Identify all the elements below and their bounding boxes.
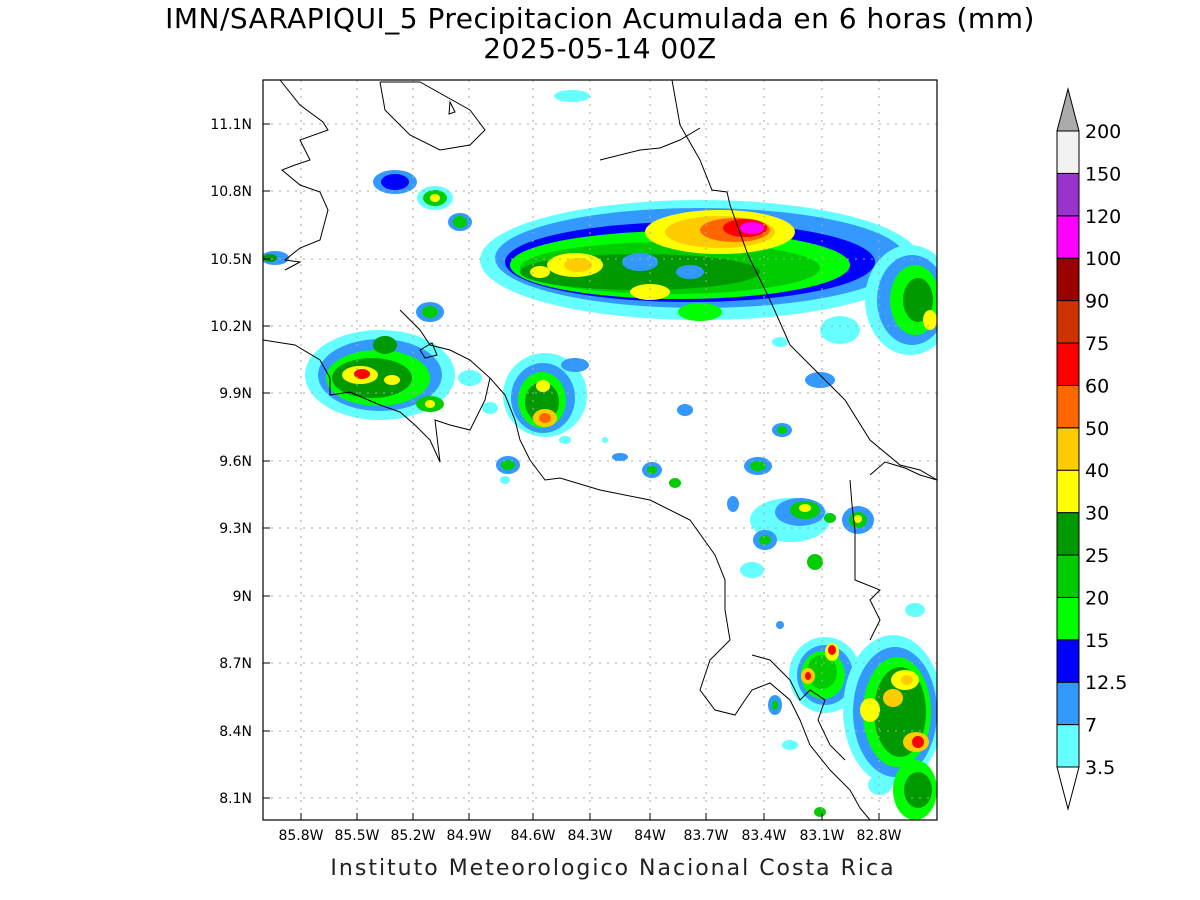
legend-label: 15: [1085, 630, 1109, 652]
legend-label: 40: [1085, 460, 1109, 482]
legend-arrow-high: [1056, 87, 1080, 132]
precip-cluster-central: [482, 353, 589, 484]
axis-ticks: [263, 123, 880, 820]
coastline-panama: [869, 461, 937, 481]
legend-swatch: [1056, 342, 1080, 386]
legend-swatch: [1056, 469, 1080, 514]
y-tick-label: 9N: [233, 589, 252, 605]
color-bar-legend: 3.5 7 12.5 15 20 25 30 40 50 60 75 90 100 120 150 200: [1056, 87, 1127, 811]
legend-label: 7: [1085, 715, 1097, 737]
y-axis-labels: 11.1N 10.8N 10.5N 10.2N 9.9N 9.6N 9.3N 9…: [210, 117, 252, 807]
legend-label: 100: [1085, 248, 1121, 270]
legend-label: 3.5: [1085, 757, 1115, 779]
x-tick-label: 85.2W: [390, 828, 435, 844]
y-tick-label: 10.2N: [210, 319, 252, 335]
coastlines-borders: [263, 80, 937, 820]
legend-swatch: [1056, 512, 1080, 556]
legend-swatch: [1056, 596, 1080, 641]
x-tick-label: 84.3W: [567, 828, 612, 844]
x-tick-label: 85.5W: [334, 828, 379, 844]
coastline-pacific-central: [489, 377, 871, 820]
legend-swatch: [1056, 384, 1080, 429]
legend-label: 150: [1085, 163, 1121, 185]
x-tick-label: 83.1W: [799, 828, 844, 844]
legend-swatch: [1056, 257, 1080, 302]
precip-cluster-southeast: [768, 603, 937, 820]
map-grid: [263, 80, 937, 820]
legend-label: 120: [1085, 206, 1121, 228]
legend-swatch: [1056, 639, 1080, 683]
y-tick-label: 8.1N: [219, 791, 252, 807]
map-title: IMN/SARAPIQUI_5 Precipitacion Acumulada …: [165, 2, 1035, 35]
legend-swatch: [1056, 681, 1080, 726]
y-tick-label: 9.3N: [219, 521, 252, 537]
coastline-pacific-nicoya: [263, 309, 491, 463]
legend-swatch: [1056, 215, 1080, 259]
coastline-caribbean-north: [599, 127, 701, 161]
coastline-osa: [751, 654, 846, 761]
y-tick-label: 8.4N: [219, 724, 252, 740]
legend-swatch: [1056, 300, 1080, 344]
legend-label: 30: [1085, 503, 1109, 525]
map-frame: [262, 79, 938, 821]
coastline-caribbean: [671, 80, 937, 481]
legend-arrow-low: [1056, 766, 1080, 811]
legend-label: 75: [1085, 333, 1109, 355]
precip-cluster-nicoya: [305, 302, 482, 420]
y-tick-label: 9.6N: [219, 454, 252, 470]
y-tick-label: 11.1N: [210, 117, 252, 133]
footer-credit: Instituto Meteorologico Nacional Costa R…: [330, 856, 896, 881]
x-tick-label: 85.8W: [278, 828, 323, 844]
legend-label: 12.5: [1085, 672, 1127, 694]
map-datetime: 2025-05-14 00Z: [483, 32, 717, 65]
x-axis-labels: 85.8W 85.5W 85.2W 84.9W 84.6W 84.3W 84W …: [278, 828, 901, 844]
y-tick-label: 10.5N: [210, 252, 252, 268]
legend-label: 90: [1085, 291, 1109, 313]
legend-swatch: [1056, 724, 1080, 768]
legend-label: 50: [1085, 418, 1109, 440]
legend-swatch: [1056, 427, 1080, 471]
coastline-lake: [379, 81, 486, 151]
legend-label: 25: [1085, 545, 1109, 567]
x-tick-label: 82.8W: [856, 828, 901, 844]
border-costarica-panama: [849, 479, 881, 641]
y-tick-label: 9.9N: [219, 386, 252, 402]
x-tick-label: 84.9W: [446, 828, 491, 844]
x-tick-label: 83.4W: [741, 828, 786, 844]
legend-swatch: [1056, 172, 1080, 217]
legend-label: 60: [1085, 375, 1109, 397]
y-tick-label: 10.8N: [210, 184, 252, 200]
legend-label: 200: [1085, 121, 1121, 143]
legend-swatch: [1056, 554, 1080, 598]
precipitation-field: [263, 90, 937, 820]
coastline-nicaragua-lake: [279, 80, 329, 271]
x-tick-label: 83.7W: [683, 828, 728, 844]
legend-label: 20: [1085, 587, 1109, 609]
island: [448, 100, 456, 115]
precip-band-north: [263, 90, 937, 388]
x-tick-label: 84W: [634, 828, 666, 844]
legend-swatch: [1056, 130, 1080, 174]
y-tick-label: 8.7N: [219, 656, 252, 672]
x-tick-label: 84.6W: [510, 828, 555, 844]
coastline-gulf: [419, 342, 438, 359]
